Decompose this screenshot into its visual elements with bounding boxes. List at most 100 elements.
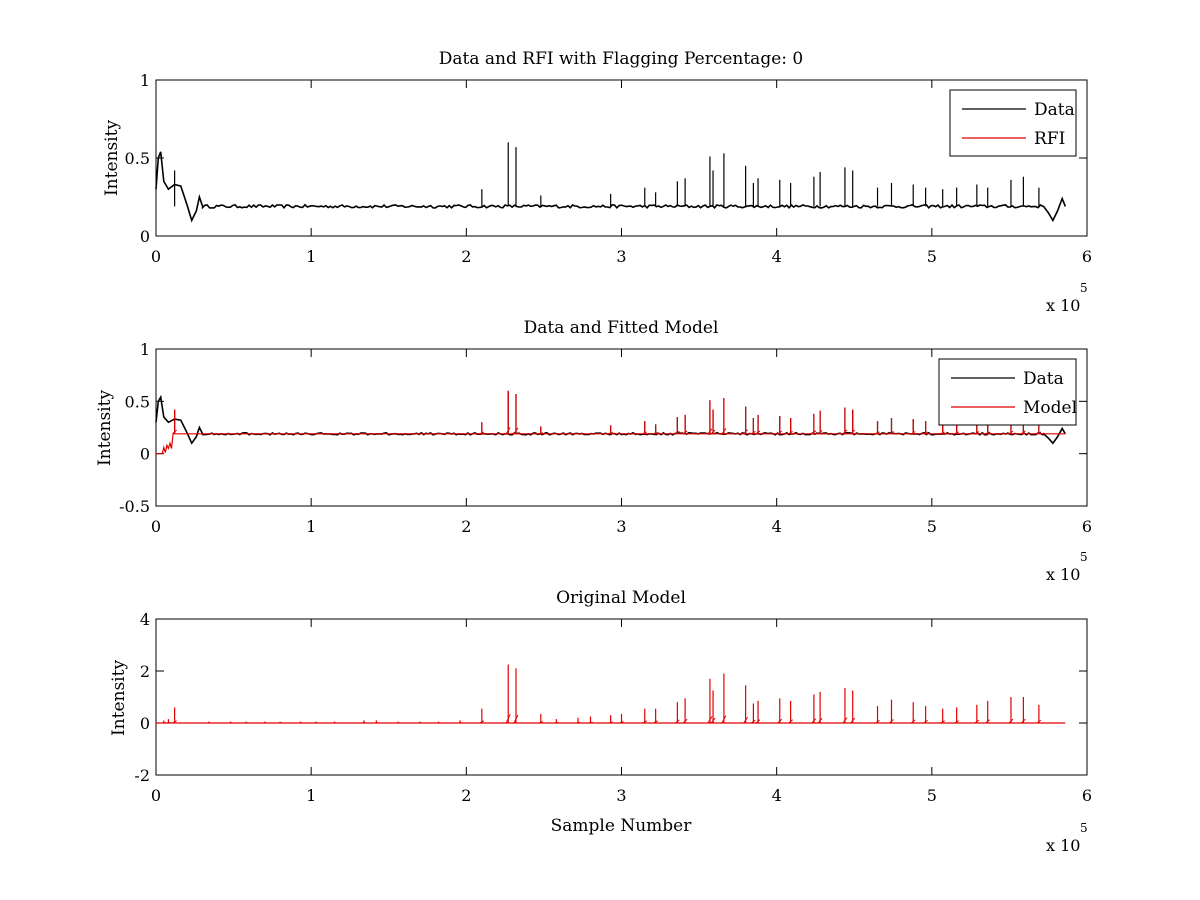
spike-shoulder	[642, 431, 647, 435]
legend-box	[938, 358, 1077, 426]
y-tick-label: 0	[140, 714, 150, 733]
spike-shoulder	[743, 429, 748, 435]
subplot-original-model: Original Model Intensity Sample Number x…	[109, 588, 1092, 855]
spike-shoulder	[707, 716, 713, 724]
spike-shoulder	[751, 719, 756, 724]
spike-shoulder	[675, 430, 680, 435]
x-tick-label: 0	[151, 517, 161, 536]
subplot-title: Original Model	[556, 588, 686, 608]
x-tick-label: 6	[1082, 517, 1092, 536]
spike-shoulder	[1036, 719, 1042, 724]
spike-shoulder	[910, 431, 916, 435]
y-tick-label: 0.5	[125, 392, 150, 411]
spike-shoulder	[479, 720, 485, 724]
spike-shoulder	[755, 430, 761, 435]
spike-shoulder	[817, 717, 823, 724]
spike-shoulder	[642, 720, 648, 724]
legend-label: Data	[1034, 100, 1075, 120]
x-tick-label: 1	[306, 517, 316, 536]
spike-shoulder	[653, 720, 658, 724]
x-tick-label: 0	[151, 247, 161, 266]
spike-shoulder	[1021, 430, 1026, 435]
y-tick-label: 1	[140, 71, 150, 90]
y-axis-label: Intensity	[102, 120, 122, 196]
x-tick-label: 3	[616, 786, 626, 805]
x-tick-label: 1	[306, 247, 316, 266]
spike-shoulder	[1021, 718, 1026, 724]
subplot-title: Data and RFI with Flagging Percentage: 0	[439, 49, 803, 69]
legend-box	[949, 89, 1077, 157]
x-tick-label: 0	[151, 786, 161, 805]
spike-shoulder	[751, 430, 756, 435]
y-axis-label: Intensity	[109, 660, 129, 736]
spike-shoulder	[811, 430, 817, 435]
spike-shoulder	[811, 718, 817, 724]
spike-shoulder	[1036, 431, 1042, 435]
spike-shoulder	[619, 721, 624, 724]
spike-shoulder	[889, 719, 894, 724]
spike-shoulder	[682, 718, 688, 724]
x-tick-label: 3	[616, 517, 626, 536]
x-tick-label: 4	[772, 786, 782, 805]
x-axis-label: Sample Number	[551, 816, 693, 836]
x-tick-label: 4	[772, 247, 782, 266]
x-tick-label: 6	[1082, 786, 1092, 805]
spike-shoulder	[538, 721, 543, 724]
spike-shoulder	[985, 719, 991, 724]
spike-shoulder	[954, 720, 959, 724]
spike-shoulder	[985, 431, 990, 435]
x-tick-label: 1	[306, 786, 316, 805]
spike-shoulder	[777, 430, 783, 435]
spike-shoulder	[923, 431, 928, 435]
x-exponent-label: x 10	[1046, 565, 1080, 584]
y-axis-label: Intensity	[95, 390, 115, 466]
spike-shoulder	[850, 429, 856, 435]
spike-shoulder	[974, 431, 980, 435]
y-tick-label: 2	[140, 662, 150, 681]
spike-shoulder	[875, 431, 880, 435]
spike-shoulder	[1008, 718, 1014, 724]
subplot-data-and-rfi: Data and RFI with Flagging Percentage: 0…	[102, 49, 1092, 315]
y-tick-label: 1	[140, 340, 150, 359]
y-tick-label: 0.5	[125, 149, 150, 168]
y-tick-label: 0	[140, 227, 150, 246]
spike-shoulder	[707, 428, 713, 435]
spike-shoulder	[923, 720, 928, 724]
spike-shoulder	[554, 721, 559, 724]
legend-label: Model	[1023, 398, 1077, 418]
x-exponent-label: x 10	[1046, 836, 1080, 855]
spike-shoulder	[940, 720, 945, 724]
spike-shoulder	[538, 432, 543, 435]
axes-box	[155, 79, 1088, 237]
x-exponent-label: x 10	[1046, 296, 1080, 315]
spike-shoulder	[1008, 430, 1014, 435]
spike-shoulder	[172, 720, 177, 724]
spike-shoulder	[940, 431, 945, 435]
spike-shoulder	[721, 428, 727, 435]
spike-shoulder	[172, 429, 177, 435]
spike-shoulder	[505, 427, 511, 435]
x-tick-label: 3	[616, 247, 626, 266]
x-tick-label: 2	[461, 517, 471, 536]
spike-shoulder	[842, 717, 848, 724]
spike-shoulder	[974, 719, 980, 724]
spike-shoulder	[513, 427, 519, 435]
series-line-data	[155, 151, 1067, 223]
spike-shoulder	[910, 719, 916, 724]
x-exponent-power: 5	[1080, 281, 1088, 295]
spike-shoulder	[777, 718, 783, 724]
x-tick-label: 4	[772, 517, 782, 536]
subplot-title: Data and Fitted Model	[524, 318, 719, 338]
spike-shoulder	[850, 717, 856, 724]
spike-shoulder	[721, 715, 727, 724]
x-tick-label: 2	[461, 247, 471, 266]
spike-shoulder	[710, 717, 716, 724]
spike-shoulder	[675, 719, 680, 724]
legend-label: Data	[1023, 369, 1064, 389]
y-tick-label: 0	[140, 445, 150, 464]
spike-shoulder	[743, 717, 749, 724]
series-line-model	[156, 433, 1066, 455]
spike-shoulder	[889, 430, 894, 435]
x-tick-label: 2	[461, 786, 471, 805]
